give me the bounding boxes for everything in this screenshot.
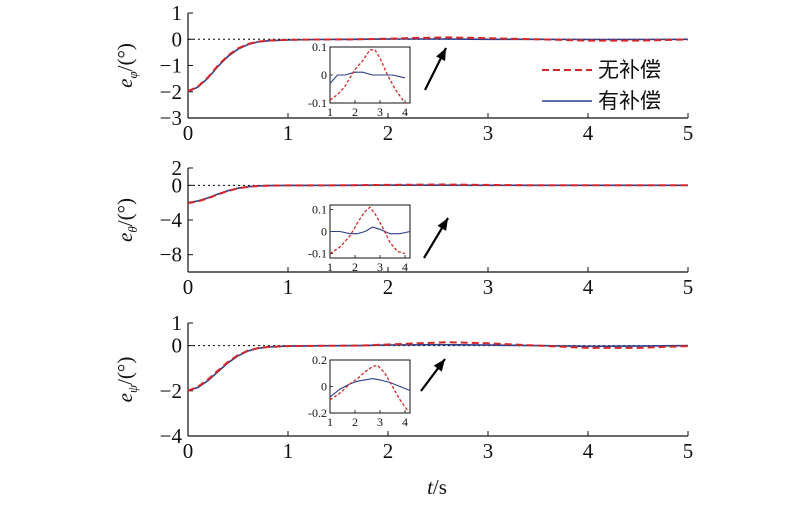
legend-label-with-comp: 有补偿 — [598, 89, 661, 113]
y-tick-label: 2 — [172, 156, 183, 180]
y-axis-label: eθ/(°) — [113, 198, 140, 242]
inset-y-tick-label: 0.1 — [312, 40, 327, 54]
zoom-arrow-head — [436, 48, 446, 61]
inset-line-with-comp — [329, 71, 406, 84]
inset-x-tick-label: 1 — [327, 415, 333, 429]
y-tick-label: −4 — [160, 424, 183, 448]
inset-1: 0.1 0 -0.11 2 3 4 — [308, 40, 411, 119]
inset-x-tick-label: 3 — [377, 105, 383, 119]
inset-x-tick-label: 4 — [402, 105, 408, 119]
inset-frame — [329, 204, 411, 259]
inset-y-tick-label: 0.2 — [312, 353, 327, 367]
panel-2: 20−4−80 1 2 3 4 5eθ/(°) 0.10-0.11 2 3 4 — [113, 156, 693, 299]
inset-line-no-comp — [329, 206, 406, 255]
y-axis-label-unit: /(°) — [113, 357, 137, 385]
inset-x-tick-label: 2 — [352, 415, 358, 429]
panel-1: 10−1−2−30 1 2 3 4 5eφ/(°) 0.10-0.11 2 3 4 — [113, 1, 693, 145]
inset-x-tick-label: 2 — [352, 260, 358, 274]
y-tick-label: −2 — [160, 379, 182, 403]
inset-y-tick-label: 0 — [321, 225, 327, 239]
x-tick-label: 4 — [583, 275, 594, 299]
x-tick-label: 2 — [383, 275, 394, 299]
y-axis-label-unit: /(°) — [113, 43, 137, 71]
zoom-arrow-head — [433, 359, 445, 372]
y-tick-label: 0 — [172, 27, 183, 51]
x-tick-label: 1 — [283, 439, 294, 463]
y-axis-label: eψ/(°) — [113, 357, 140, 403]
inset-line-with-comp — [329, 378, 411, 398]
x-tick-label: 5 — [683, 121, 694, 145]
inset-x-tick-label: 2 — [352, 105, 358, 119]
series-line-no-comp — [187, 36, 689, 93]
x-tick-label: 1 — [283, 121, 294, 145]
inset-line-no-comp — [329, 364, 409, 411]
inset-x-tick-label: 3 — [377, 415, 383, 429]
x-tick-label: 3 — [483, 275, 494, 299]
x-tick-label: 2 — [383, 439, 394, 463]
inset-y-tick-label: -0.1 — [308, 96, 327, 110]
y-tick-label: −2 — [160, 80, 182, 104]
y-axis-label-symbol: e — [113, 233, 137, 242]
x-axis-label-var: t — [427, 475, 434, 499]
y-tick-label: 0 — [172, 334, 183, 358]
y-axis-label: eφ/(°) — [113, 43, 140, 88]
y-tick-label: −8 — [160, 243, 182, 267]
y-tick-label: −3 — [160, 106, 182, 130]
x-tick-label: 3 — [483, 121, 494, 145]
inset-y-tick-label: 0 — [321, 68, 327, 82]
series-line-with-comp — [187, 184, 688, 204]
inset-x-tick-label: 4 — [402, 415, 408, 429]
y-tick-label: −4 — [160, 208, 183, 232]
inset-y-tick-label: -0.1 — [308, 247, 327, 261]
series-line-no-comp — [187, 341, 689, 392]
y-tick-label: −1 — [160, 54, 182, 78]
inset-y-tick-label: 0.1 — [312, 202, 327, 216]
inset-line-no-comp — [329, 49, 406, 104]
panel-3: 10−2−40 1 2 3 4 5eψ/(°) 0.20-0.21 2 3 4 — [113, 311, 693, 463]
y-axis-label-subscript: φ — [125, 71, 140, 78]
inset-x-tick-label: 4 — [402, 260, 408, 274]
inset-x-tick-label: 1 — [327, 260, 333, 274]
inset-2: 0.1 0 -0.11 2 3 4 — [308, 202, 411, 274]
inset-x-tick-label: 3 — [377, 260, 383, 274]
y-axis-label-subscript: θ — [125, 226, 140, 233]
legend: 无补偿 有补偿 — [542, 58, 661, 113]
y-axis-label-unit: /(°) — [113, 198, 137, 226]
inset-line-with-comp — [330, 226, 411, 235]
y-axis-label-subscript: ψ — [125, 384, 140, 393]
series-line-no-comp — [187, 183, 688, 205]
inset-x-tick-label: 1 — [327, 105, 333, 119]
y-tick-label: 1 — [172, 311, 183, 335]
x-tick-label: 0 — [183, 439, 194, 463]
inset-3: 0.2 0 -0.21 2 3 4 — [308, 353, 411, 429]
inset-y-tick-label: -0.2 — [308, 406, 327, 420]
x-tick-label: 4 — [583, 121, 594, 145]
y-axis-label-symbol: e — [113, 393, 137, 402]
y-tick-label: 1 — [172, 1, 183, 25]
zoom-arrow-head — [437, 218, 448, 231]
inset-y-tick-label: 0 — [321, 380, 327, 394]
x-tick-label: 0 — [183, 275, 194, 299]
x-tick-label: 0 — [183, 121, 194, 145]
y-tick-label: 0 — [172, 173, 183, 197]
x-tick-label: 4 — [583, 439, 594, 463]
legend-label-no-comp: 无补偿 — [598, 58, 661, 82]
x-tick-label: 5 — [683, 439, 694, 463]
x-tick-label: 5 — [683, 275, 694, 299]
x-tick-label: 2 — [383, 121, 394, 145]
x-tick-label: 3 — [483, 439, 494, 463]
x-axis-label: t/s — [427, 475, 447, 499]
x-axis-label-unit: /s — [433, 475, 447, 499]
x-tick-label: 1 — [283, 275, 294, 299]
y-axis-label-symbol: e — [113, 79, 137, 88]
